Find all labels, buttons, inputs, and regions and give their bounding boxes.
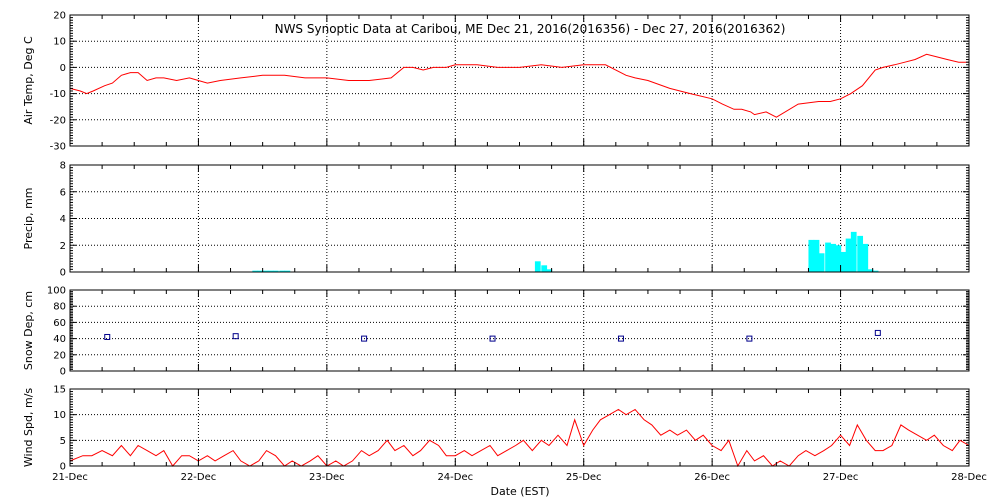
x-tick-label: 24-Dec [437, 472, 473, 483]
panel-frame [69, 289, 970, 372]
precip-bar [872, 270, 879, 272]
y-tick-label: -10 [50, 89, 66, 100]
y-axis-label-precip: Precip, mm [22, 188, 35, 250]
precip-bar [808, 239, 815, 272]
precip-bar [252, 270, 259, 272]
panel-snow-depth: 0 20 40 60 80 100 Snow Dep, cm [22, 286, 970, 378]
precip-bar [825, 242, 831, 272]
precip-bar [845, 238, 852, 272]
y-tick-label: 2 [60, 241, 66, 252]
precip-bar [840, 251, 847, 272]
y-tick-label: 8 [60, 161, 66, 172]
precip-bar [813, 239, 820, 272]
y-tick-label: 0 [60, 63, 66, 74]
x-tick-label: 27-Dec [823, 472, 859, 483]
precip-bar [857, 235, 864, 272]
panel-frame [69, 388, 970, 467]
y-tick-label: 60 [53, 318, 66, 329]
x-tick-label: 21-Dec [52, 472, 88, 483]
precip-bar [850, 231, 857, 272]
y-tick-label: 100 [47, 286, 66, 297]
precip-bar [862, 243, 869, 272]
panel-wind-speed: 0 5 10 15 Wind Spd, m/s [22, 385, 970, 473]
y-tick-label: -20 [50, 115, 66, 126]
precip-bar [279, 270, 286, 272]
x-tick-label: 23-Dec [309, 472, 345, 483]
precip-bar [830, 243, 837, 272]
y-tick-label: 5 [60, 436, 66, 447]
panel-precip: 0 2 4 6 8 Precip, mm [22, 161, 970, 279]
snow-depth-point [104, 333, 111, 340]
y-tick-label: 80 [53, 302, 66, 313]
y-tick-label: 10 [53, 410, 66, 421]
snow-depth-point [874, 329, 881, 336]
precip-bar [267, 270, 274, 272]
panel-air-temp: -30 -20 -10 0 10 20 Air Temp, Deg C [22, 11, 970, 153]
precip-bar [257, 270, 264, 272]
precip-bar [818, 253, 825, 272]
precip-bar [546, 269, 553, 272]
precip-bar [835, 245, 842, 272]
y-axis-label-wind-speed: Wind Spd, m/s [22, 388, 35, 468]
chart-title: NWS Synoptic Data at Caribou, ME Dec 21,… [275, 22, 786, 36]
y-tick-label: 10 [53, 37, 66, 48]
precip-bar [541, 265, 548, 272]
precip-bar [534, 261, 541, 272]
y-tick-label: 15 [53, 385, 66, 396]
precip-bar [867, 269, 874, 272]
x-tick-label: 26-Dec [694, 472, 730, 483]
y-tick-label: 4 [60, 214, 66, 225]
snow-depth-point [617, 335, 624, 342]
snow-depth-point [232, 333, 239, 340]
x-tick-labels: 21-Dec 22-Dec 23-Dec 24-Dec 25-Dec 26-Dec 27-D… [52, 472, 987, 483]
snow-depth-point [361, 335, 368, 342]
y-tick-label: 0 [60, 268, 66, 279]
series-line-wind-speed [69, 408, 970, 468]
y-tick-label: 0 [60, 367, 66, 378]
y-axis-label-air-temp: Air Temp, Deg C [22, 36, 35, 125]
y-tick-label: 20 [53, 11, 66, 22]
x-axis-label: Date (EST) [490, 485, 549, 498]
snow-depth-point [746, 335, 753, 342]
panels-layer: -30 -20 -10 0 10 20 Air Temp, Deg C 0 2 4 6 8 Precip… [22, 11, 970, 473]
x-tick-label: 28-Dec [951, 472, 987, 483]
precip-bar [272, 270, 279, 272]
y-tick-label: 20 [53, 350, 66, 361]
y-tick-label: 0 [60, 462, 66, 473]
y-tick-label: 40 [53, 334, 66, 345]
y-axis-label-snow-depth: Snow Dep, cm [22, 291, 35, 370]
y-tick-label: 6 [60, 187, 66, 198]
precip-bar [262, 270, 269, 272]
x-tick-label: 22-Dec [181, 472, 217, 483]
precip-bar [284, 270, 291, 272]
series-line-air-temp [69, 53, 969, 118]
y-tick-label: -30 [50, 142, 66, 153]
x-tick-label: 25-Dec [566, 472, 602, 483]
snow-depth-point [489, 335, 496, 342]
